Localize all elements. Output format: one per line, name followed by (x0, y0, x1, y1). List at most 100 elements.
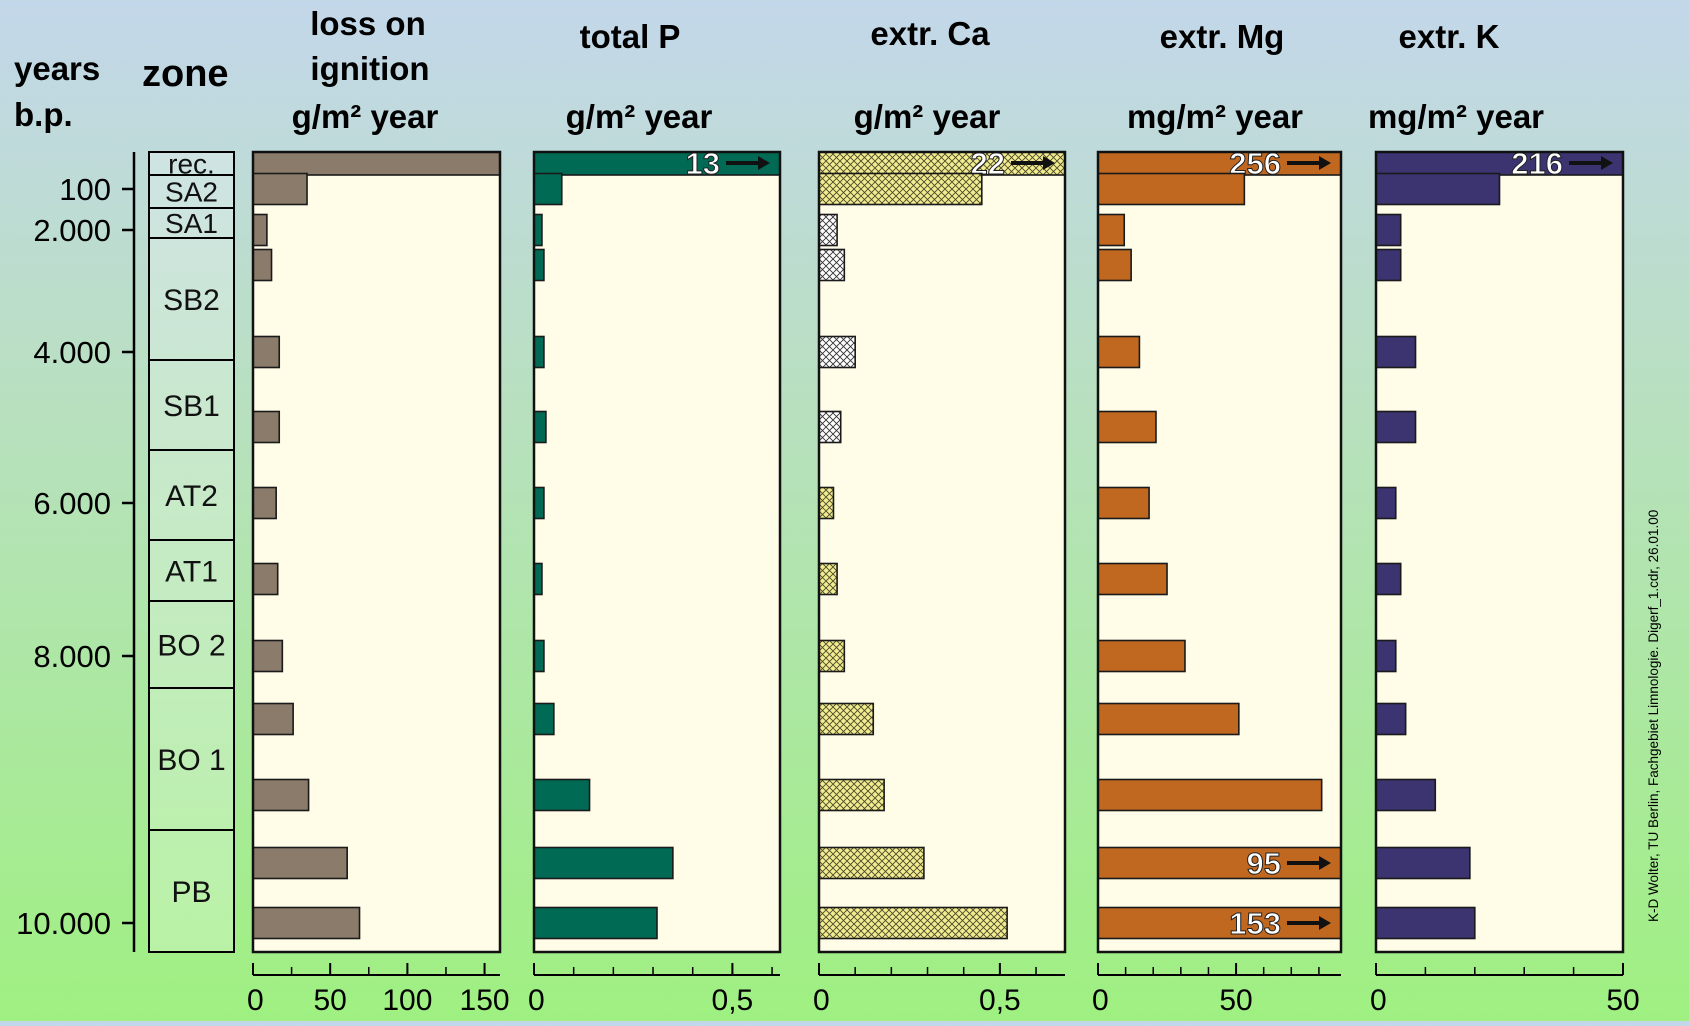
panel-background (1098, 152, 1341, 952)
panel-frame (532, 150, 782, 954)
overflow-arrowhead (1319, 916, 1331, 930)
overflow-arrowhead (1043, 156, 1055, 170)
age-tick-label: 10.000 (16, 906, 111, 941)
overflow-arrowhead (758, 156, 770, 170)
bar (1097, 702, 1240, 736)
bar (1375, 248, 1402, 282)
bar (1375, 486, 1397, 520)
bar (1097, 248, 1132, 282)
bar (1097, 846, 1342, 880)
p-unit: g/m² year (566, 98, 713, 135)
bar (1375, 906, 1476, 940)
bar (252, 151, 501, 176)
x-tick-label: 0 (247, 984, 264, 1017)
bar (1375, 778, 1437, 812)
bar (1097, 639, 1186, 673)
mg-header: extr. Mg (1160, 18, 1285, 55)
mg-unit: mg/m² year (1127, 98, 1303, 135)
bar (533, 639, 545, 673)
bar (818, 778, 885, 812)
bar (252, 846, 348, 880)
bar (818, 172, 983, 206)
x-tick-label: 0 (1092, 984, 1109, 1017)
age-tick-label: 8.000 (33, 639, 111, 674)
bar (818, 906, 1008, 940)
bar (818, 213, 838, 247)
zone-header: zone (142, 53, 229, 95)
age-tick-label: 2.000 (33, 213, 111, 248)
bar (818, 846, 925, 880)
bar (252, 639, 284, 673)
bar (533, 702, 555, 736)
loi-header-line1: loss on (310, 5, 426, 42)
bar (252, 906, 361, 940)
zone-label: BO 2 (157, 629, 225, 662)
panel-background (819, 152, 1065, 952)
bar (533, 846, 674, 880)
bar (252, 778, 310, 812)
zone-label: BO 1 (157, 744, 225, 777)
bar (252, 562, 279, 596)
panel-background (1376, 152, 1623, 952)
k-header: extr. K (1399, 18, 1500, 55)
bar (533, 906, 658, 940)
bar (1097, 213, 1126, 247)
overflow-arrowhead (1319, 156, 1331, 170)
bar (818, 702, 875, 736)
panel-1: 130 0,5 (528, 146, 782, 1017)
bar (1097, 778, 1323, 812)
bar (818, 486, 835, 520)
ca-unit: g/m² year (854, 98, 1001, 135)
x-tick-label: 0,5 (712, 984, 754, 1017)
bar (1375, 702, 1407, 736)
k-unit: mg/m² year (1368, 98, 1544, 135)
age-tick-label: 4.000 (33, 335, 111, 370)
x-tick-label: 50 (314, 984, 347, 1017)
x-tick-label: 150 (460, 984, 510, 1017)
bar (1375, 639, 1397, 673)
x-tick-label: 0 (813, 984, 830, 1017)
bar (533, 172, 563, 206)
loi-header-line2: ignition (310, 50, 429, 87)
zone-label: SA2 (165, 177, 218, 208)
bar (1375, 410, 1417, 444)
zone-label: AT2 (165, 480, 218, 513)
bar (252, 335, 281, 369)
panel-2: 220 0,5 (813, 146, 1067, 1017)
bar (818, 410, 842, 444)
bar (533, 335, 545, 369)
credit-text: K-D Wolter, TU Berlin, Fachgebiet Limnol… (1646, 510, 1661, 922)
zone-column (148, 151, 235, 953)
panel-frame (1374, 150, 1625, 954)
x-tick-label: 0 (1370, 984, 1387, 1017)
panel-0: 0 50 100 150 (247, 150, 510, 1017)
bar (533, 248, 545, 282)
overflow-arrowhead (1601, 156, 1613, 170)
bar (818, 335, 856, 369)
years-header-line1: years (14, 50, 100, 87)
bar (1097, 410, 1157, 444)
x-tick-label: 100 (382, 984, 432, 1017)
x-tick-label: 50 (1219, 984, 1252, 1017)
panel-frame (251, 150, 502, 954)
overflow-arrowhead (1319, 856, 1331, 870)
zone-label: SA1 (165, 208, 218, 239)
overflow-label: 95 (1247, 846, 1281, 881)
bar (1375, 213, 1402, 247)
zone-label: SB2 (163, 284, 220, 317)
age-tick-label: 6.000 (33, 486, 111, 521)
age-ticks: 100 2.000 4.000 6.000 8.000 10.000 (16, 172, 134, 941)
bar (252, 410, 281, 444)
bar (252, 172, 308, 206)
bar (533, 486, 545, 520)
bar (252, 702, 294, 736)
bar (1097, 335, 1141, 369)
overflow-label: 153 (1229, 906, 1281, 941)
x-tick-label: 0 (528, 984, 545, 1017)
panel-background (253, 152, 500, 952)
